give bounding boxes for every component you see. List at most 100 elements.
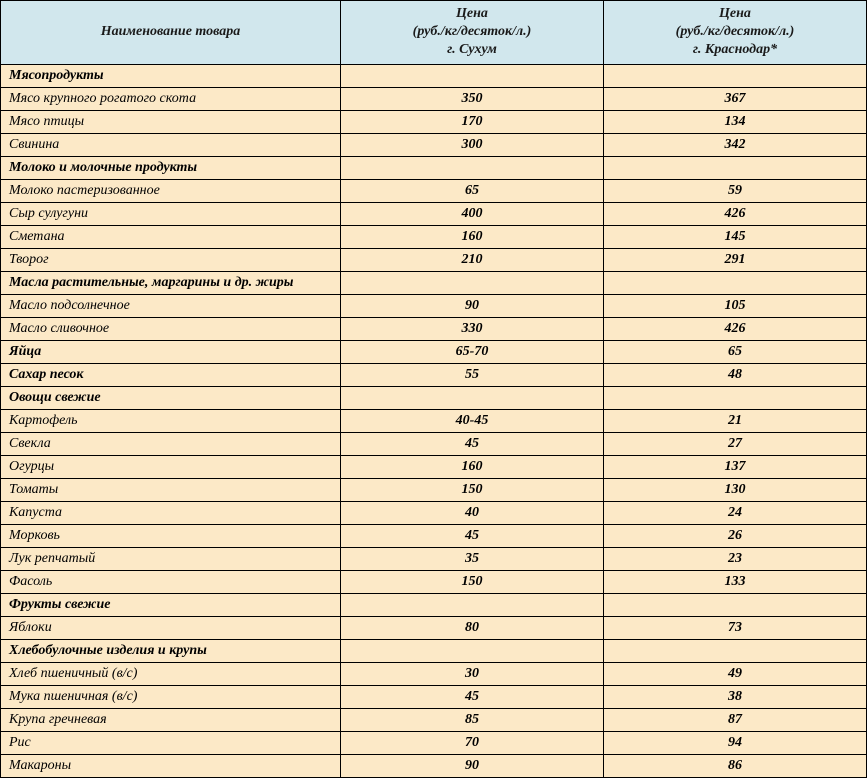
price-krasnodar: 137 xyxy=(604,455,867,478)
header-row: Наименование товара Цена (руб./кг/десято… xyxy=(1,1,867,65)
header-col1: Наименование товара xyxy=(1,1,341,65)
price-krasnodar: 291 xyxy=(604,248,867,271)
price-sukhum: 45 xyxy=(341,685,604,708)
price-sukhum: 35 xyxy=(341,547,604,570)
table-row: Огурцы160137 xyxy=(1,455,867,478)
table-row: Фрукты свежие xyxy=(1,593,867,616)
price-sukhum: 350 xyxy=(341,87,604,110)
price-sukhum: 45 xyxy=(341,524,604,547)
product-name: Рис xyxy=(1,731,341,754)
table-row: Молоко пастеризованное6559 xyxy=(1,179,867,202)
price-sukhum: 70 xyxy=(341,731,604,754)
price-krasnodar: 86 xyxy=(604,754,867,777)
table-row: Мясо крупного рогатого скота350367 xyxy=(1,87,867,110)
product-name: Масло сливочное xyxy=(1,317,341,340)
price-krasnodar xyxy=(604,593,867,616)
price-krasnodar: 145 xyxy=(604,225,867,248)
product-name: Масла растительные, маргарины и др. жиры xyxy=(1,271,341,294)
price-krasnodar: 49 xyxy=(604,662,867,685)
price-sukhum: 80 xyxy=(341,616,604,639)
product-name: Капуста xyxy=(1,501,341,524)
price-krasnodar: 26 xyxy=(604,524,867,547)
product-name: Яблоки xyxy=(1,616,341,639)
price-sukhum: 85 xyxy=(341,708,604,731)
table-row: Капуста4024 xyxy=(1,501,867,524)
price-sukhum: 45 xyxy=(341,432,604,455)
table-body: МясопродуктыМясо крупного рогатого скота… xyxy=(1,64,867,777)
price-sukhum: 30 xyxy=(341,662,604,685)
price-krasnodar xyxy=(604,156,867,179)
table-row: Мясопродукты xyxy=(1,64,867,87)
product-name: Сахар песок xyxy=(1,363,341,386)
price-sukhum: 210 xyxy=(341,248,604,271)
product-name: Сыр сулугуни xyxy=(1,202,341,225)
product-name: Фасоль xyxy=(1,570,341,593)
product-name: Масло подсолнечное xyxy=(1,294,341,317)
table-row: Лук репчатый3523 xyxy=(1,547,867,570)
price-sukhum: 170 xyxy=(341,110,604,133)
table-row: Сметана160145 xyxy=(1,225,867,248)
price-sukhum: 160 xyxy=(341,225,604,248)
price-krasnodar: 367 xyxy=(604,87,867,110)
price-sukhum xyxy=(341,639,604,662)
table-row: Свинина300342 xyxy=(1,133,867,156)
price-krasnodar: 133 xyxy=(604,570,867,593)
price-sukhum: 160 xyxy=(341,455,604,478)
table-row: Рис7094 xyxy=(1,731,867,754)
price-krasnodar: 426 xyxy=(604,317,867,340)
col3-header-line2: (руб./кг/десяток/л.) xyxy=(676,24,795,39)
product-name: Мука пшеничная (в/с) xyxy=(1,685,341,708)
price-sukhum: 330 xyxy=(341,317,604,340)
price-sukhum: 65 xyxy=(341,179,604,202)
price-krasnodar: 426 xyxy=(604,202,867,225)
price-sukhum: 150 xyxy=(341,570,604,593)
price-krasnodar: 130 xyxy=(604,478,867,501)
table-row: Хлеб пшеничный (в/с)3049 xyxy=(1,662,867,685)
price-sukhum: 150 xyxy=(341,478,604,501)
product-name: Молоко и молочные продукты xyxy=(1,156,341,179)
table-row: Морковь4526 xyxy=(1,524,867,547)
price-krasnodar: 48 xyxy=(604,363,867,386)
table-row: Яйца65-7065 xyxy=(1,340,867,363)
product-name: Крупа гречневая xyxy=(1,708,341,731)
product-name: Мясо крупного рогатого скота xyxy=(1,87,341,110)
product-name: Макароны xyxy=(1,754,341,777)
price-krasnodar xyxy=(604,386,867,409)
product-name: Морковь xyxy=(1,524,341,547)
header-col3: Цена (руб./кг/десяток/л.) г. Краснодар* xyxy=(604,1,867,65)
product-name: Томаты xyxy=(1,478,341,501)
table-row: Сыр сулугуни400426 xyxy=(1,202,867,225)
table-row: Сахар песок5548 xyxy=(1,363,867,386)
price-sukhum: 65-70 xyxy=(341,340,604,363)
price-krasnodar: 134 xyxy=(604,110,867,133)
product-name: Молоко пастеризованное xyxy=(1,179,341,202)
col3-header-line3: г. Краснодар* xyxy=(693,42,777,57)
price-sukhum: 55 xyxy=(341,363,604,386)
table-row: Масло сливочное330426 xyxy=(1,317,867,340)
header-col2: Цена (руб./кг/десяток/л.) г. Сухум xyxy=(341,1,604,65)
table-row: Хлебобулочные изделия и крупы xyxy=(1,639,867,662)
price-sukhum: 400 xyxy=(341,202,604,225)
product-name: Хлебобулочные изделия и крупы xyxy=(1,639,341,662)
table-row: Томаты150130 xyxy=(1,478,867,501)
table-header: Наименование товара Цена (руб./кг/десято… xyxy=(1,1,867,65)
price-krasnodar xyxy=(604,639,867,662)
price-krasnodar: 24 xyxy=(604,501,867,524)
col3-header-line1: Цена xyxy=(719,6,751,21)
table-row: Яблоки8073 xyxy=(1,616,867,639)
product-name: Картофель xyxy=(1,409,341,432)
col2-header-line1: Цена xyxy=(456,6,488,21)
col2-header-line3: г. Сухум xyxy=(447,42,497,57)
product-name: Мясопродукты xyxy=(1,64,341,87)
table-row: Мука пшеничная (в/с)4538 xyxy=(1,685,867,708)
price-krasnodar: 87 xyxy=(604,708,867,731)
product-name: Фрукты свежие xyxy=(1,593,341,616)
price-sukhum xyxy=(341,593,604,616)
price-krasnodar: 21 xyxy=(604,409,867,432)
product-name: Творог xyxy=(1,248,341,271)
table-row: Картофель40-4521 xyxy=(1,409,867,432)
table-row: Свекла4527 xyxy=(1,432,867,455)
price-sukhum xyxy=(341,64,604,87)
price-krasnodar xyxy=(604,64,867,87)
price-sukhum: 90 xyxy=(341,294,604,317)
